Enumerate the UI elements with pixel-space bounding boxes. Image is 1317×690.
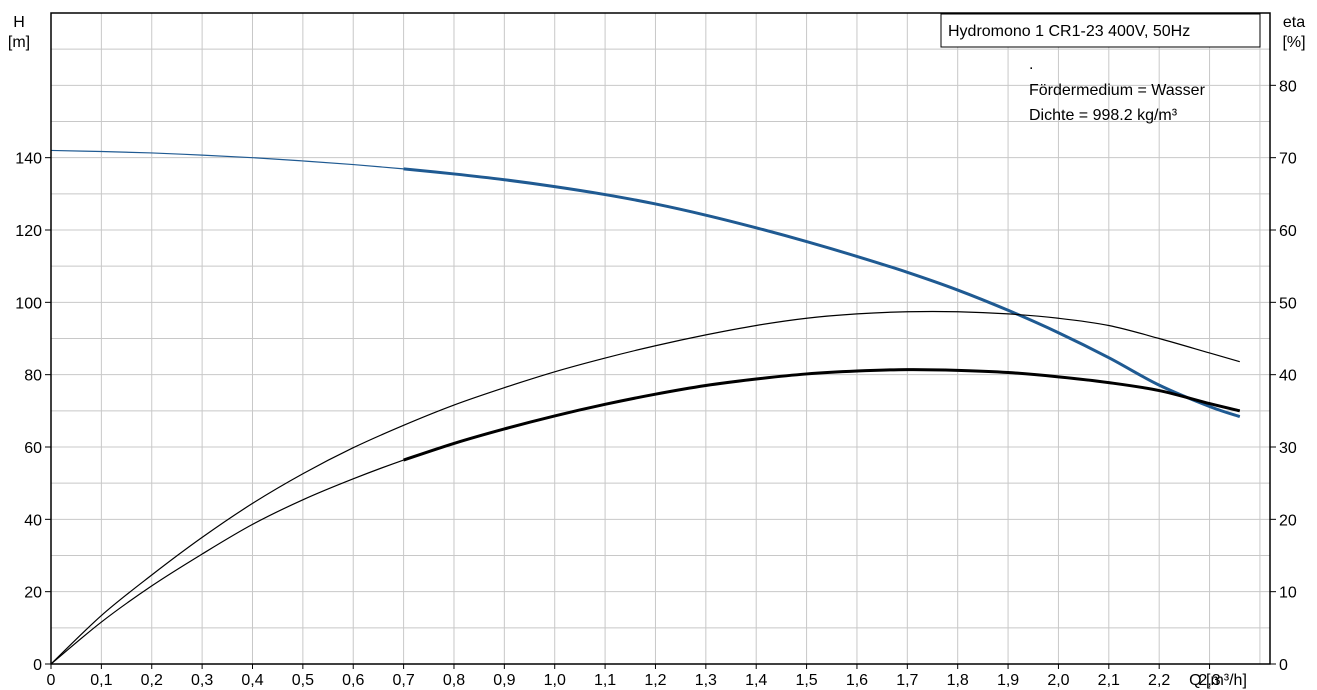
y-right-label-line2: [%]: [1282, 34, 1305, 51]
left-axis-title: H [m]: [8, 14, 30, 51]
series-line: [50, 310, 1240, 665]
x-tick-label: 0,1: [90, 672, 112, 689]
x-tick-label: 1,7: [896, 672, 918, 689]
y-right-tick-label: 30: [1279, 440, 1297, 457]
series-operating-range: [403, 368, 1241, 462]
x-tick-label: 0,7: [392, 672, 414, 689]
y-left-tick-label: 140: [15, 151, 42, 168]
x-tick-label: 0,6: [342, 672, 364, 689]
y-right-tick-label: 40: [1279, 368, 1297, 385]
x-tick-label: 0: [47, 672, 56, 689]
grid: [51, 13, 1270, 664]
y-left-tick-label: 100: [15, 295, 42, 312]
y-right-tick-label: 80: [1279, 78, 1297, 95]
y-right-tick-label: 20: [1279, 512, 1297, 529]
x-tick-label: 0,9: [493, 672, 515, 689]
series-1: [50, 149, 1241, 419]
y-right-tick-label: 60: [1279, 223, 1297, 240]
series-line: [50, 368, 1240, 665]
axis-ticks: 0 0,1 0,2 0,3 0,4 0,5 0,6 0,7 0,8 0,9 1,0 1,1 1,2 1,3…: [15, 78, 1297, 689]
y-left-label-line2: [m]: [8, 34, 30, 51]
y-left-tick-label: 120: [15, 223, 42, 240]
x-tick-label: 1,0: [544, 672, 566, 689]
series-3: [50, 368, 1241, 665]
y-left-label-line1: H: [13, 14, 25, 31]
x-tick-label: 2,3: [1198, 672, 1220, 689]
x-tick-label: 1,5: [795, 672, 817, 689]
y-left-tick-label: 40: [24, 512, 42, 529]
x-tick-label: 1,6: [846, 672, 868, 689]
x-tick-label: 2,2: [1148, 672, 1170, 689]
y-right-tick-label: 0: [1279, 657, 1288, 674]
plot-frame: [50, 12, 1271, 665]
x-tick-label: 2,1: [1098, 672, 1120, 689]
right-axis-title: eta [%]: [1282, 14, 1305, 51]
series-operating-range: [403, 167, 1241, 419]
x-tick-label: 2,0: [1047, 672, 1069, 689]
curves: [50, 149, 1241, 665]
y-right-tick-label: 50: [1279, 295, 1297, 312]
x-tick-label: 1,1: [594, 672, 616, 689]
title-box: [940, 13, 1261, 48]
y-right-tick-label: 70: [1279, 151, 1297, 168]
series-2: [50, 310, 1240, 665]
y-right-tick-label: 10: [1279, 585, 1297, 602]
chart-title: Hydromono 1 CR1-23 400V, 50Hz: [948, 23, 1190, 40]
annotation-density: Dichte = 998.2 kg/m³: [1029, 107, 1178, 124]
x-tick-label: 1,2: [644, 672, 666, 689]
x-tick-label: 1,9: [997, 672, 1019, 689]
x-tick-label: 0,4: [241, 672, 263, 689]
x-tick-label: 0,5: [292, 672, 314, 689]
y-right-label-line1: eta: [1283, 14, 1305, 31]
x-tick-label: 1,4: [745, 672, 767, 689]
x-tick-label: 1,8: [947, 672, 969, 689]
x-axis-label: Q [m³/h]: [1189, 672, 1247, 689]
annotation-medium: Fördermedium = Wasser: [1029, 82, 1206, 99]
y-left-tick-label: 80: [24, 368, 42, 385]
y-left-tick-label: 20: [24, 585, 42, 602]
y-left-tick-label: 0: [33, 657, 42, 674]
legend-box: Hydromono 1 CR1-23 400V, 50Hz . Förderme…: [940, 13, 1261, 124]
y-left-tick-label: 60: [24, 440, 42, 457]
x-tick-label: 0,8: [443, 672, 465, 689]
annotation-dot: .: [1029, 56, 1033, 73]
x-tick-label: 0,2: [141, 672, 163, 689]
x-tick-label: 1,3: [695, 672, 717, 689]
x-tick-label: 0,3: [191, 672, 213, 689]
